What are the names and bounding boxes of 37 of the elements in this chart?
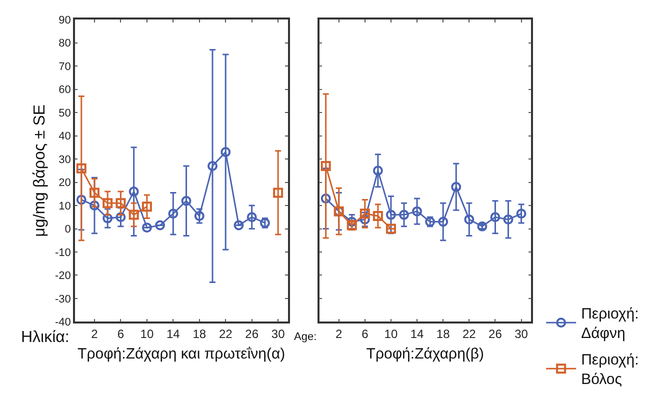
x-tick-label: 6 xyxy=(117,326,124,341)
text: Ηλικία: xyxy=(21,329,70,346)
x-tick-label: 30 xyxy=(271,326,286,341)
x-tick-label: 6 xyxy=(362,326,369,341)
y-axis-title: μg/mg βάρος ± SE xyxy=(31,104,48,237)
y-tick-label: -10 xyxy=(54,246,71,259)
x-tick-label: 14 xyxy=(166,326,180,341)
y-tick-label: -30 xyxy=(54,293,71,306)
y-tick-label: 10 xyxy=(58,200,71,212)
x-tick-label: 14 xyxy=(410,326,424,341)
y-tick-label: 80 xyxy=(58,38,71,50)
legend-label: Περιοχή: Δάφνη xyxy=(581,306,639,342)
y-tick-label: -40 xyxy=(54,316,71,329)
x-axis-title: Τροφή:Ζάχαρη και πρωτεΐνη(α) xyxy=(78,345,286,362)
x-tick-label: 10 xyxy=(140,326,154,341)
x-tick-label: 30 xyxy=(514,326,528,341)
x-tick-label: 22 xyxy=(462,326,476,341)
x-tick-label: 26 xyxy=(245,326,259,341)
y-tick-label: -20 xyxy=(54,270,71,282)
x-tick-label: 10 xyxy=(384,326,398,341)
y-tick-label: 20 xyxy=(58,177,71,190)
x-tick-label: 18 xyxy=(192,326,206,341)
y-tick-label: 30 xyxy=(58,154,71,166)
x-tick-label: 2 xyxy=(91,326,98,341)
y-tick-label: 40 xyxy=(58,130,71,143)
y-tick-label: 50 xyxy=(58,107,71,120)
x-axis-title: Τροφή:Ζάχαρη(β) xyxy=(366,345,484,362)
y-tick-label: 60 xyxy=(58,84,71,96)
x-tick-label: 22 xyxy=(218,326,233,341)
text: Age: xyxy=(294,331,317,343)
x-tick-label: 2 xyxy=(336,326,343,341)
legend-label: Περιοχή: Βόλος xyxy=(581,352,639,388)
y-tick-label: 0 xyxy=(64,224,71,236)
y-tick-label: 70 xyxy=(58,60,71,73)
x-tick-label: 18 xyxy=(436,326,450,341)
x-tick-label: 26 xyxy=(488,326,502,341)
y-tick-label: 90 xyxy=(58,14,71,26)
